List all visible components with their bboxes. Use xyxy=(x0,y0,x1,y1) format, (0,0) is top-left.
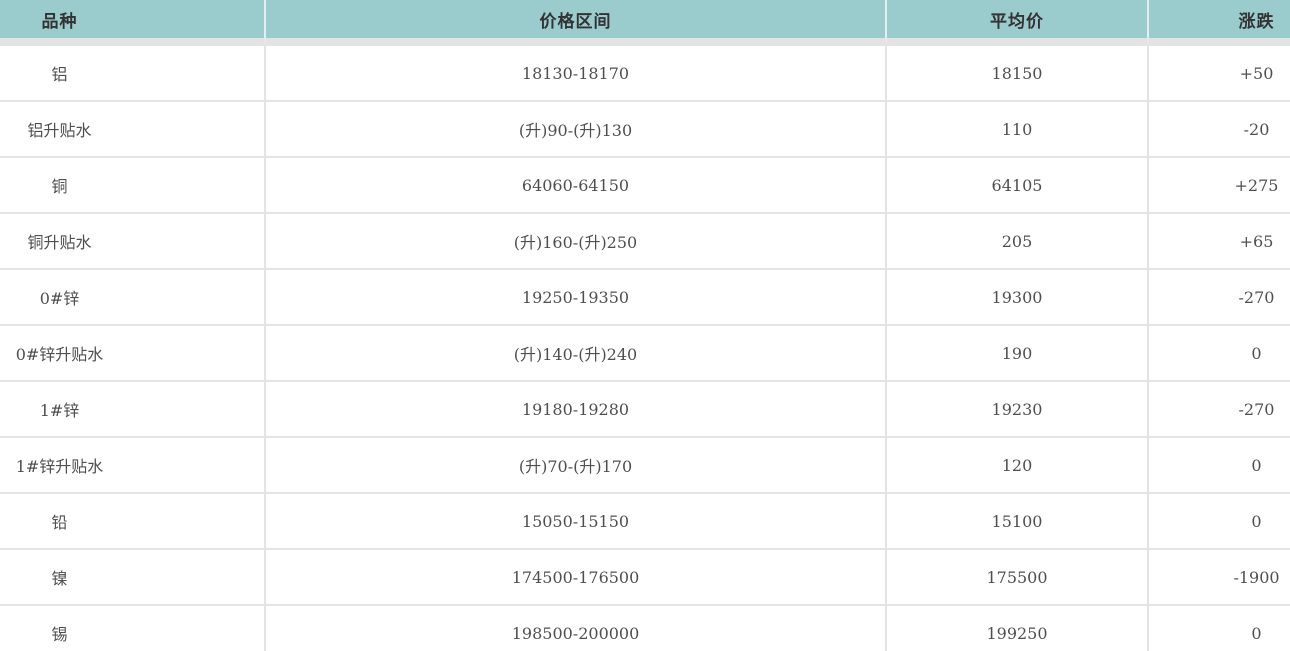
cell-avg_price: 64105 xyxy=(887,158,1149,214)
cell-avg_price: 175500 xyxy=(887,550,1149,606)
cell-price_range: (升)90-(升)130 xyxy=(266,102,887,158)
cell-price_range: 174500-176500 xyxy=(266,550,887,606)
cell-change: -270 xyxy=(1149,382,1290,438)
cell-change: +275 xyxy=(1149,158,1290,214)
column-header-variety: 品种 xyxy=(0,0,266,46)
cell-change: -1900 xyxy=(1149,550,1290,606)
cell-avg_price: 190 xyxy=(887,326,1149,382)
cell-variety: 铅 xyxy=(0,494,266,550)
cell-change: 0 xyxy=(1149,326,1290,382)
table-row: 镍 174500-176500 175500 -1900 xyxy=(0,550,1290,606)
table-row: 铅 15050-15150 15100 0 xyxy=(0,494,1290,550)
cell-avg_price: 199250 xyxy=(887,606,1149,651)
cell-avg_price: 205 xyxy=(887,214,1149,270)
cell-change: 0 xyxy=(1149,494,1290,550)
cell-change: 0 xyxy=(1149,438,1290,494)
table-body: 铝 18130-18170 18150 +50 铝升贴水 (升)90-(升)130 110-… xyxy=(0,46,1290,651)
cell-price_range: 19180-19280 xyxy=(266,382,887,438)
cell-variety: 铜 xyxy=(0,158,266,214)
column-header-avg_price: 平均价 xyxy=(887,0,1149,46)
cell-price_range: 64060-64150 xyxy=(266,158,887,214)
cell-variety: 铝 xyxy=(0,46,266,102)
cell-variety: 0#锌 xyxy=(0,270,266,326)
column-header-price_range: 价格区间 xyxy=(266,0,887,46)
column-header-change: 涨跌 xyxy=(1149,0,1290,46)
cell-change: -270 xyxy=(1149,270,1290,326)
cell-price_range: 15050-15150 xyxy=(266,494,887,550)
cell-change: -20 xyxy=(1149,102,1290,158)
table-row: 锡 198500-200000 199250 0 xyxy=(0,606,1290,651)
table-row: 铝升贴水 (升)90-(升)130 110 -20 xyxy=(0,102,1290,158)
header-row: 品种 价格区间 平均价 涨跌 xyxy=(0,0,1290,46)
cell-variety: 锡 xyxy=(0,606,266,651)
table-row: 0#锌 19250-19350 19300 -270 xyxy=(0,270,1290,326)
table-row: 1#锌升贴水 (升)70-(升)170 120 0 xyxy=(0,438,1290,494)
cell-price_range: 18130-18170 xyxy=(266,46,887,102)
cell-change: +65 xyxy=(1149,214,1290,270)
cell-price_range: 198500-200000 xyxy=(266,606,887,651)
table-row: 铜升贴水 (升)160-(升)250 205 +65 xyxy=(0,214,1290,270)
table-row: 铝 18130-18170 18150 +50 xyxy=(0,46,1290,102)
cell-price_range: 19250-19350 xyxy=(266,270,887,326)
cell-avg_price: 19230 xyxy=(887,382,1149,438)
cell-variety: 1#锌升贴水 xyxy=(0,438,266,494)
cell-change: 0 xyxy=(1149,606,1290,651)
table-row: 铜 64060-64150 64105 +275 xyxy=(0,158,1290,214)
table-row: 0#锌升贴水 (升)140-(升)240 190 0 xyxy=(0,326,1290,382)
cell-avg_price: 110 xyxy=(887,102,1149,158)
cell-avg_price: 19300 xyxy=(887,270,1149,326)
cell-price_range: (升)70-(升)170 xyxy=(266,438,887,494)
cell-avg_price: 15100 xyxy=(887,494,1149,550)
cell-price_range: (升)160-(升)250 xyxy=(266,214,887,270)
cell-variety: 0#锌升贴水 xyxy=(0,326,266,382)
cell-avg_price: 18150 xyxy=(887,46,1149,102)
table-row: 1#锌 19180-19280 19230 -270 xyxy=(0,382,1290,438)
cell-variety: 铝升贴水 xyxy=(0,102,266,158)
cell-variety: 1#锌 xyxy=(0,382,266,438)
cell-avg_price: 120 xyxy=(887,438,1149,494)
cell-variety: 镍 xyxy=(0,550,266,606)
cell-price_range: (升)140-(升)240 xyxy=(266,326,887,382)
cell-variety: 铜升贴水 xyxy=(0,214,266,270)
cell-change: +50 xyxy=(1149,46,1290,102)
